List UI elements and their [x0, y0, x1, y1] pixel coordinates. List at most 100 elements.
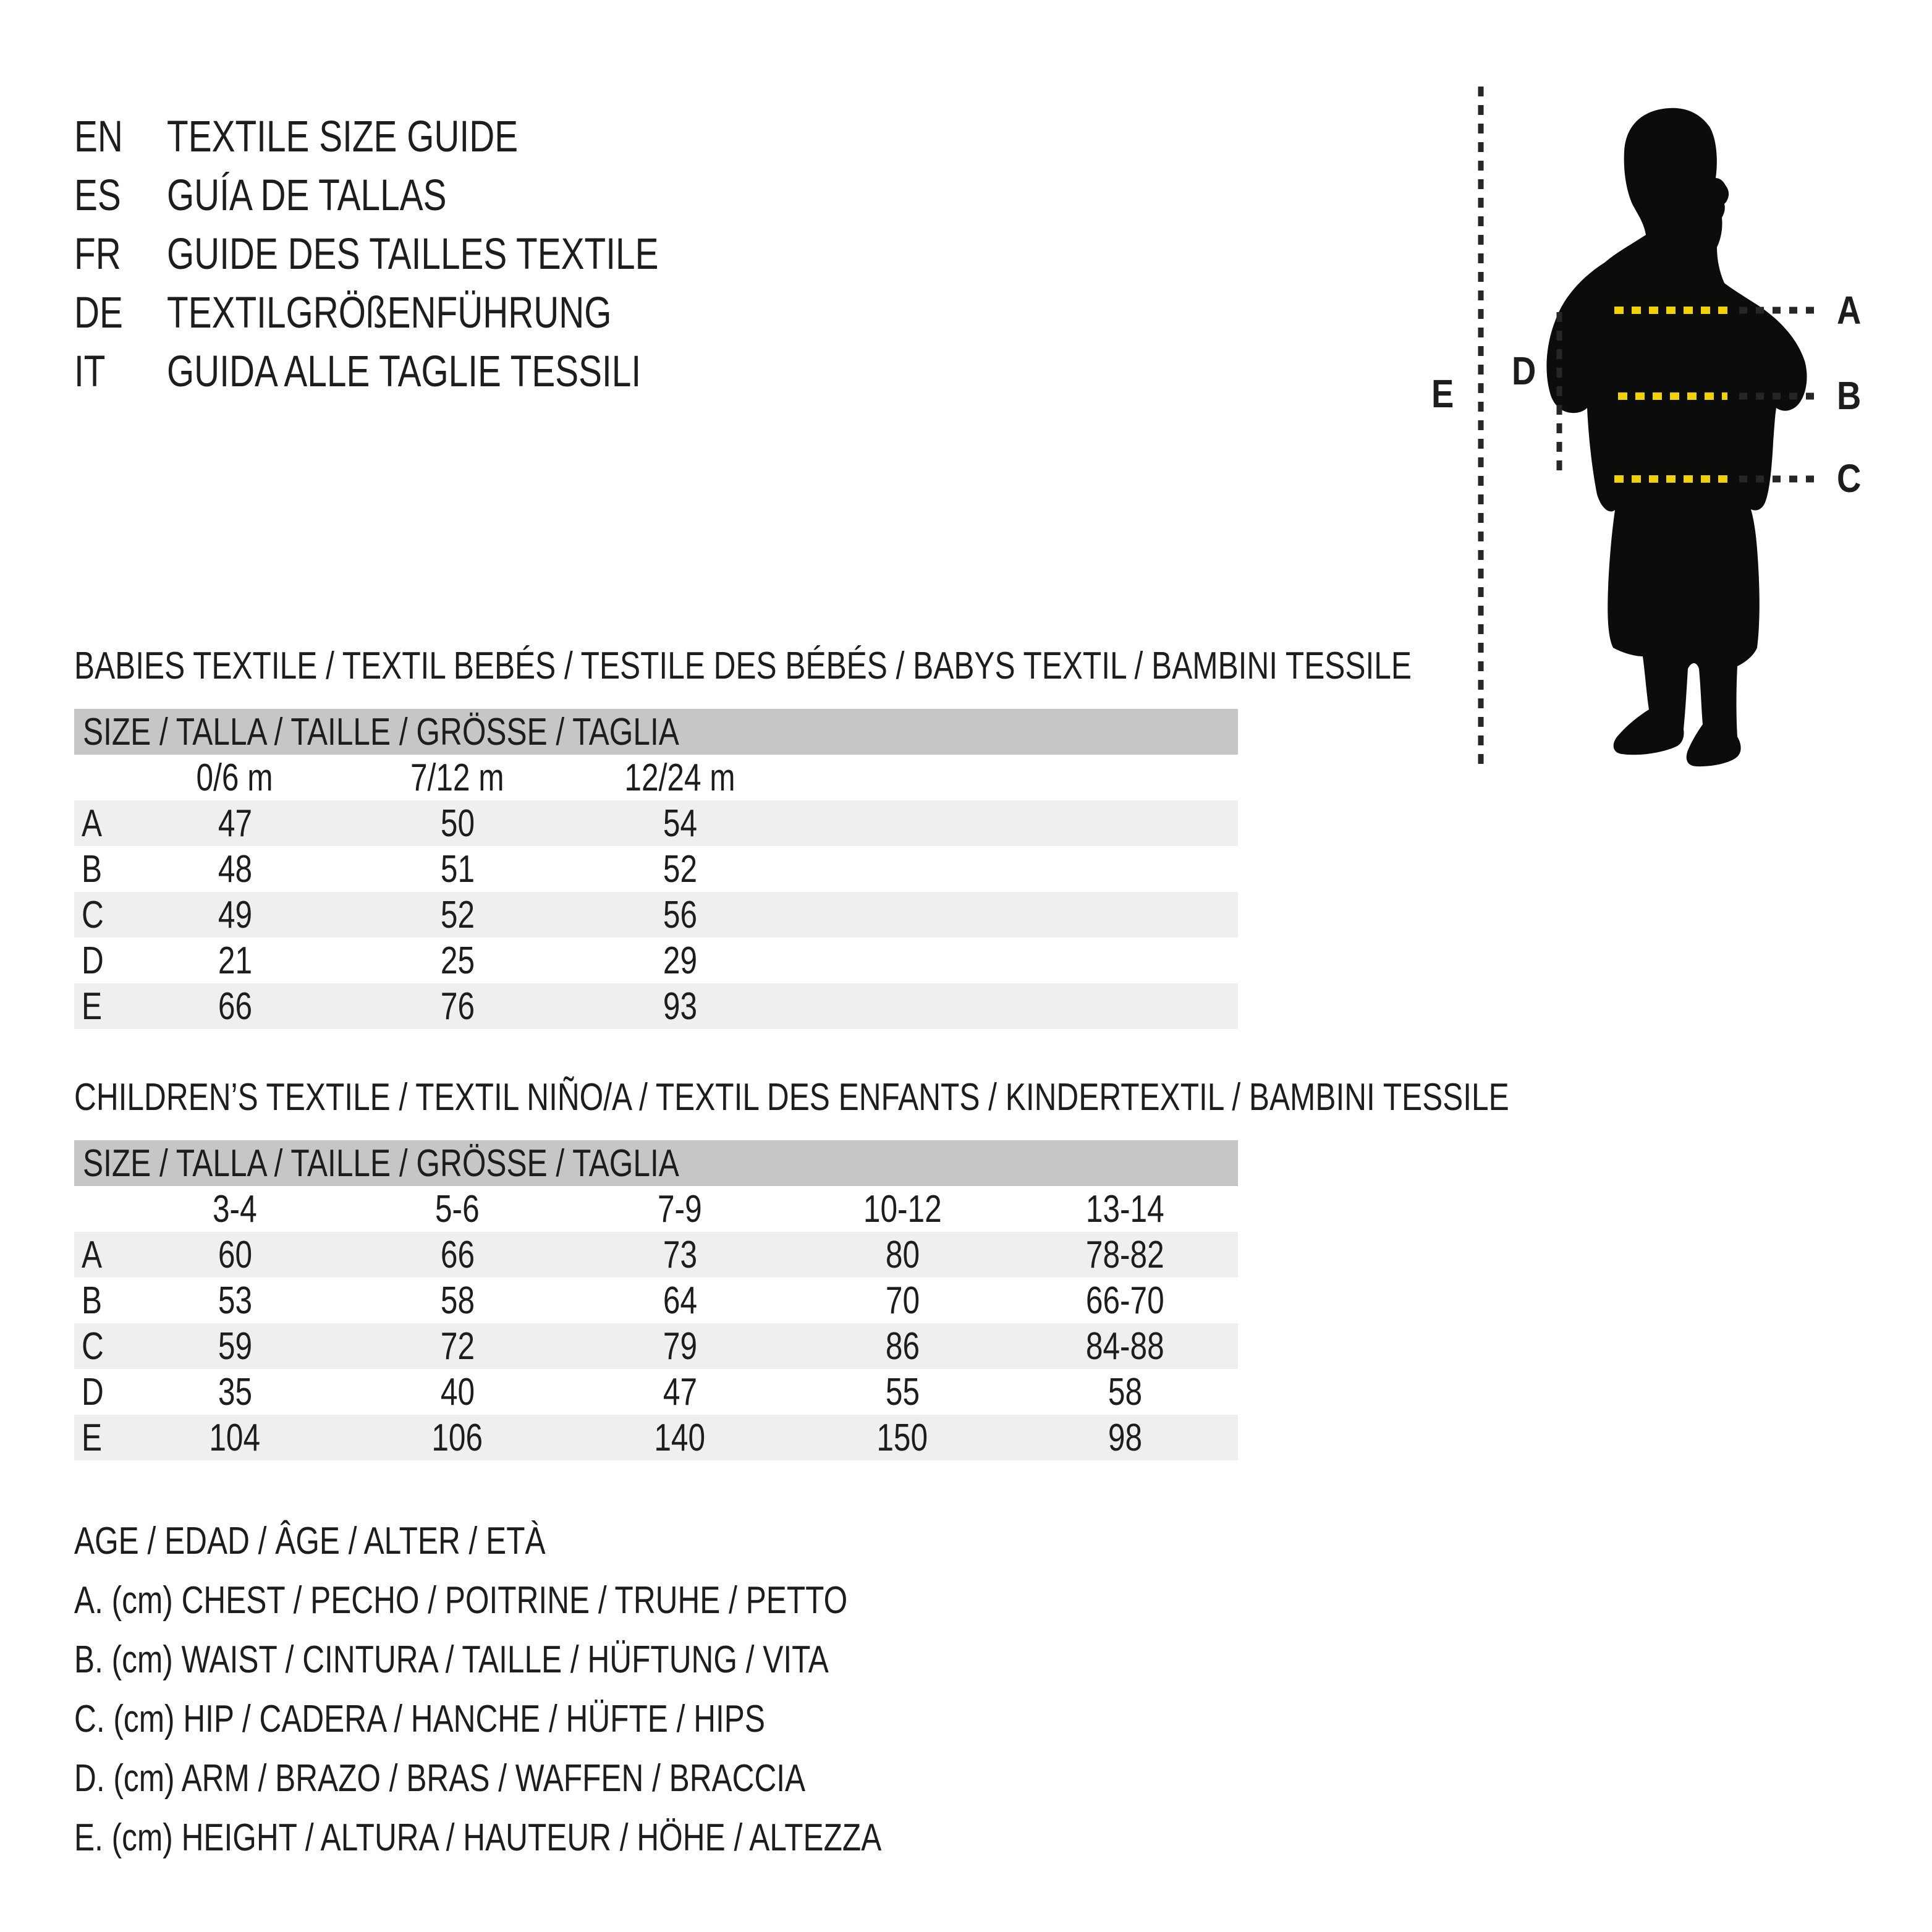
size-cell: 51: [440, 847, 475, 891]
babies-size-table: SIZE / TALLA / TAILLE / GRÖSSE / TAGLIA …: [74, 709, 1238, 1029]
guide-title: GUIDA ALLE TAGLIE TESSILI: [167, 347, 642, 396]
size-cell: 64: [663, 1279, 697, 1322]
guide-title: TEXTILE SIZE GUIDE: [167, 112, 519, 161]
size-cell: 86: [885, 1324, 920, 1368]
size-cell: 106: [431, 1416, 483, 1459]
size-cell: 93: [663, 985, 697, 1028]
size-header-label: SIZE / TALLA / TAILLE / GRÖSSE / TAGLIA: [83, 710, 679, 753]
guide-title: TEXTILGRÖßENFÜHRUNG: [167, 289, 612, 337]
title-row-it: IT GUIDA ALLE TAGLIE TESSILI: [74, 342, 781, 401]
size-cell: 80: [885, 1233, 920, 1276]
size-cell: 55: [885, 1370, 920, 1413]
column-header: 3-4: [213, 1187, 257, 1231]
size-cell: 47: [663, 1370, 697, 1413]
size-cell: 56: [663, 893, 697, 936]
column-header: 0/6 m: [196, 756, 274, 799]
size-cell: 66-70: [1085, 1279, 1164, 1322]
legend-line-waist: B. (cm) WAIST / CINTURA / TAILLE / HÜFTU…: [74, 1638, 829, 1681]
table-row: E 66 76 93: [74, 983, 1238, 1029]
legend-line-hip: C. (cm) HIP / CADERA / HANCHE / HÜFTE / …: [74, 1697, 765, 1740]
column-header: 7/12 m: [410, 756, 504, 799]
measure-label-a: A: [1837, 288, 1862, 333]
row-label: E: [82, 985, 103, 1028]
language-code: FR: [74, 230, 121, 279]
title-row-de: DE TEXTILGRÖßENFÜHRUNG: [74, 284, 781, 342]
size-cell: 78-82: [1085, 1233, 1164, 1276]
size-cell: 58: [440, 1279, 475, 1322]
size-header-label: SIZE / TALLA / TAILLE / GRÖSSE / TAGLIA: [83, 1142, 679, 1185]
size-cell: 53: [218, 1279, 252, 1322]
table-row: B 53 58 64 70 66-70: [74, 1277, 1238, 1323]
row-label: D: [82, 1370, 104, 1413]
title-row-en: EN TEXTILE SIZE GUIDE: [74, 108, 781, 166]
row-label: A: [82, 802, 103, 845]
column-header: 5-6: [435, 1187, 480, 1231]
size-cell: 29: [663, 939, 697, 982]
title-row-fr: FR GUIDE DES TAILLES TEXTILE: [74, 225, 781, 284]
guide-title: GUÍA DE TALLAS: [167, 171, 447, 220]
size-cell: 21: [218, 939, 252, 982]
size-cell: 84-88: [1085, 1324, 1164, 1368]
table-row: A 60 66 73 80 78-82: [74, 1232, 1238, 1277]
table-row: C 59 72 79 86 84-88: [74, 1323, 1238, 1369]
guide-title: GUIDE DES TAILLES TEXTILE: [167, 230, 659, 279]
legend-line-age: AGE / EDAD / ÂGE / ALTER / ETÀ: [74, 1519, 546, 1562]
babies-column-header-row: 0/6 m 7/12 m 12/24 m: [74, 755, 1238, 800]
size-cell: 66: [440, 1233, 475, 1276]
measure-label-d: D: [1512, 349, 1536, 393]
babies-table-header-bar: SIZE / TALLA / TAILLE / GRÖSSE / TAGLIA: [74, 709, 1238, 755]
legend-line-chest: A. (cm) CHEST / PECHO / POITRINE / TRUHE…: [74, 1578, 848, 1622]
column-header: 13-14: [1085, 1187, 1164, 1231]
size-cell: 98: [1108, 1416, 1142, 1459]
language-title-block: EN TEXTILE SIZE GUIDE ES GUÍA DE TALLAS …: [74, 108, 781, 401]
row-label: B: [82, 847, 103, 891]
size-cell: 73: [663, 1233, 697, 1276]
size-cell: 79: [663, 1324, 697, 1368]
row-label: C: [82, 893, 104, 936]
size-cell: 76: [440, 985, 475, 1028]
table-row: C 49 52 56: [74, 892, 1238, 938]
row-label: C: [82, 1324, 104, 1368]
size-cell: 72: [440, 1324, 475, 1368]
row-label: A: [82, 1233, 103, 1276]
language-code: EN: [74, 112, 123, 161]
size-cell: 47: [218, 802, 252, 845]
size-cell: 104: [209, 1416, 261, 1459]
size-cell: 140: [654, 1416, 706, 1459]
table-row: A 47 50 54: [74, 800, 1238, 846]
row-label: D: [82, 939, 104, 982]
measurement-legend: AGE / EDAD / ÂGE / ALTER / ETÀ A. (cm) C…: [74, 1511, 1083, 1867]
measure-label-b: B: [1837, 373, 1862, 418]
table-row: D 35 40 47 55 58: [74, 1369, 1238, 1415]
size-cell: 60: [218, 1233, 252, 1276]
children-column-header-row: 3-4 5-6 7-9 10-12 13-14: [74, 1186, 1238, 1232]
children-size-table: SIZE / TALLA / TAILLE / GRÖSSE / TAGLIA …: [74, 1140, 1238, 1460]
table-row: B 48 51 52: [74, 846, 1238, 892]
row-label: E: [82, 1416, 103, 1459]
legend-line-arm: D. (cm) ARM / BRAZO / BRAS / WAFFEN / BR…: [74, 1756, 806, 1800]
language-code: DE: [74, 289, 123, 337]
size-cell: 52: [663, 847, 697, 891]
size-cell: 70: [885, 1279, 920, 1322]
legend-line-height: E. (cm) HEIGHT / ALTURA / HAUTEUR / HÖHE…: [74, 1816, 882, 1859]
size-cell: 35: [218, 1370, 252, 1413]
size-cell: 52: [440, 893, 475, 936]
column-header: 10-12: [863, 1187, 942, 1231]
row-label: B: [82, 1279, 103, 1322]
children-section-title: CHILDREN’S TEXTILE / TEXTIL NIÑO/A / TEX…: [74, 1076, 1509, 1119]
size-cell: 49: [218, 893, 252, 936]
size-cell: 66: [218, 985, 252, 1028]
size-cell: 59: [218, 1324, 252, 1368]
size-cell: 50: [440, 802, 475, 845]
measure-label-c: C: [1837, 456, 1862, 501]
size-cell: 150: [876, 1416, 928, 1459]
language-code: ES: [74, 171, 121, 220]
size-cell: 54: [663, 802, 697, 845]
size-cell: 58: [1108, 1370, 1142, 1413]
babies-section-title: BABIES TEXTILE / TEXTIL BEBÉS / TESTILE …: [74, 645, 1412, 687]
table-row: E 104 106 140 150 98: [74, 1415, 1238, 1460]
table-row: D 21 25 29: [74, 938, 1238, 983]
size-cell: 25: [440, 939, 475, 982]
title-row-es: ES GUÍA DE TALLAS: [74, 166, 781, 225]
children-table-header-bar: SIZE / TALLA / TAILLE / GRÖSSE / TAGLIA: [74, 1140, 1238, 1186]
